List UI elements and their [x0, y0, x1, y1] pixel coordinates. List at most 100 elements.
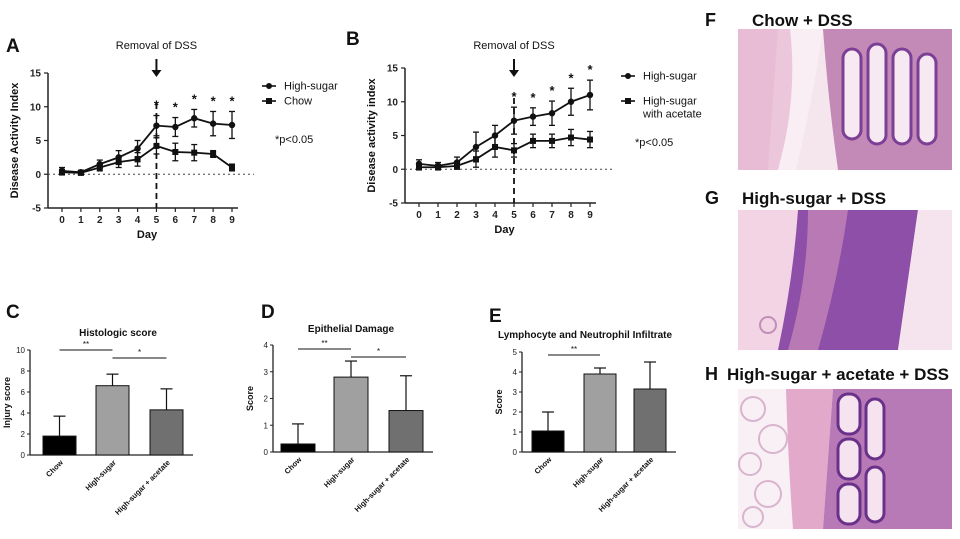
- x-tick-label: 5: [511, 210, 517, 221]
- data-point: [77, 169, 84, 176]
- removal-annotation: Removal of DSS: [473, 40, 554, 52]
- data-point: [510, 117, 518, 124]
- y-tick-label: 0: [35, 170, 41, 181]
- significance-star: *: [211, 93, 217, 108]
- y-axis-label: Score: [494, 389, 504, 414]
- y-tick-label: -5: [389, 199, 398, 210]
- y-tick-label: -5: [32, 204, 41, 215]
- legend-label: High-sugar with acetate: [642, 96, 702, 121]
- data-point: [548, 110, 556, 117]
- histology-title-f: Chow + DSS: [752, 11, 853, 30]
- x-tick-label: 2: [454, 210, 460, 221]
- x-tick-label: 2: [97, 215, 103, 226]
- category-label: Chow: [283, 455, 304, 476]
- legend-label: Chow: [284, 96, 312, 108]
- panel-letter-a: A: [6, 36, 20, 57]
- data-point: [229, 164, 235, 171]
- data-point: [587, 136, 593, 143]
- data-point: [172, 148, 179, 155]
- significance-star: *: [511, 89, 517, 104]
- x-axis-label: Day: [137, 229, 158, 241]
- bar-2: [149, 409, 184, 456]
- significance-star: *: [138, 348, 141, 357]
- x-tick-label: 1: [435, 210, 441, 221]
- category-label: High-sugar: [84, 458, 118, 492]
- removal-annotation: Removal of DSS: [116, 40, 197, 52]
- legend-marker: [266, 83, 272, 89]
- y-tick-label: 0: [264, 448, 269, 457]
- bar-0: [531, 430, 565, 453]
- bar-1: [95, 385, 130, 456]
- y-axis-label: Score: [245, 386, 255, 411]
- category-label: High-sugar + acetate: [597, 455, 656, 514]
- histology-title-h: High-sugar + acetate + DSS: [727, 365, 950, 384]
- y-tick-label: 10: [387, 97, 399, 108]
- x-tick-label: 8: [210, 215, 216, 226]
- data-point: [472, 143, 480, 151]
- bar-2: [633, 388, 667, 453]
- data-point: [153, 142, 160, 149]
- y-tick-label: 2: [513, 408, 518, 417]
- bar-0: [280, 443, 316, 453]
- data-point: [530, 137, 536, 144]
- x-tick-label: 5: [154, 215, 160, 226]
- x-axis-label: Day: [494, 224, 515, 236]
- p-value-note: *p<0.05: [275, 134, 313, 146]
- data-point: [209, 120, 217, 127]
- significance-star: *: [173, 100, 179, 115]
- series-line-0: [418, 94, 591, 167]
- series-line-0: [61, 117, 233, 174]
- y-tick-label: 3: [264, 368, 269, 377]
- y-axis-label: Disease activity index: [366, 77, 378, 192]
- x-tick-label: 9: [229, 215, 235, 226]
- data-point: [96, 164, 103, 171]
- y-tick-label: 1: [513, 428, 518, 437]
- y-axis-label: Disease Activity Index: [9, 82, 21, 199]
- series-line-1: [61, 144, 233, 174]
- chart-d-bar: D Epithelial Damage 0 1 2 3 4 Score Chow High-sug…: [245, 302, 433, 514]
- y-tick-label: 2: [21, 430, 26, 439]
- y-tick-label: 4: [264, 341, 269, 350]
- data-point: [529, 113, 537, 120]
- significance-star: **: [83, 340, 89, 349]
- data-point: [115, 159, 122, 166]
- data-point: [210, 151, 217, 157]
- significance-star: *: [549, 83, 555, 98]
- histology-image-h: [738, 389, 952, 529]
- chart-e-bar: E Lymphocyte and Neutrophil Infiltrate 0 1 2…: [489, 306, 676, 514]
- category-label: Chow: [533, 455, 554, 476]
- panel-letter-f: F: [705, 10, 716, 30]
- significance-star: *: [229, 93, 235, 108]
- x-tick-label: 6: [530, 210, 536, 221]
- panel-letter-c: C: [6, 302, 20, 323]
- data-point: [568, 134, 574, 141]
- bar-1: [583, 373, 617, 453]
- data-point: [454, 162, 460, 169]
- y-tick-label: 5: [392, 131, 398, 142]
- y-tick-label: 0: [513, 448, 518, 457]
- data-point: [153, 122, 160, 129]
- chart-b-line: B -5 0 5 10 15 0 1 2 3 4 5 6 7 8 9 Removal of DSS Day Dise…: [346, 29, 702, 236]
- data-point: [416, 164, 422, 171]
- removal-arrow-head: [509, 70, 519, 77]
- category-label: High-sugar + acetate: [353, 455, 412, 514]
- panel-letter-b: B: [346, 29, 360, 50]
- x-tick-label: 6: [173, 215, 179, 226]
- x-tick-label: 9: [587, 210, 593, 221]
- significance-star: *: [568, 70, 574, 85]
- legend-marker: [625, 98, 631, 104]
- x-tick-label: 0: [59, 215, 65, 226]
- significance-star: **: [321, 339, 327, 348]
- y-tick-label: 8: [21, 367, 26, 376]
- y-tick-label: 4: [513, 368, 518, 377]
- panel-letter-g: G: [705, 188, 720, 208]
- significance-star: *: [587, 62, 593, 77]
- x-tick-label: 3: [116, 215, 122, 226]
- panel-letter-d: D: [261, 302, 275, 323]
- panel-letter-h: H: [705, 364, 718, 384]
- x-tick-label: 0: [416, 210, 422, 221]
- y-tick-label: 4: [21, 409, 26, 418]
- legend-label: High-sugar: [284, 81, 338, 93]
- x-tick-label: 4: [492, 210, 498, 221]
- data-point: [191, 149, 198, 156]
